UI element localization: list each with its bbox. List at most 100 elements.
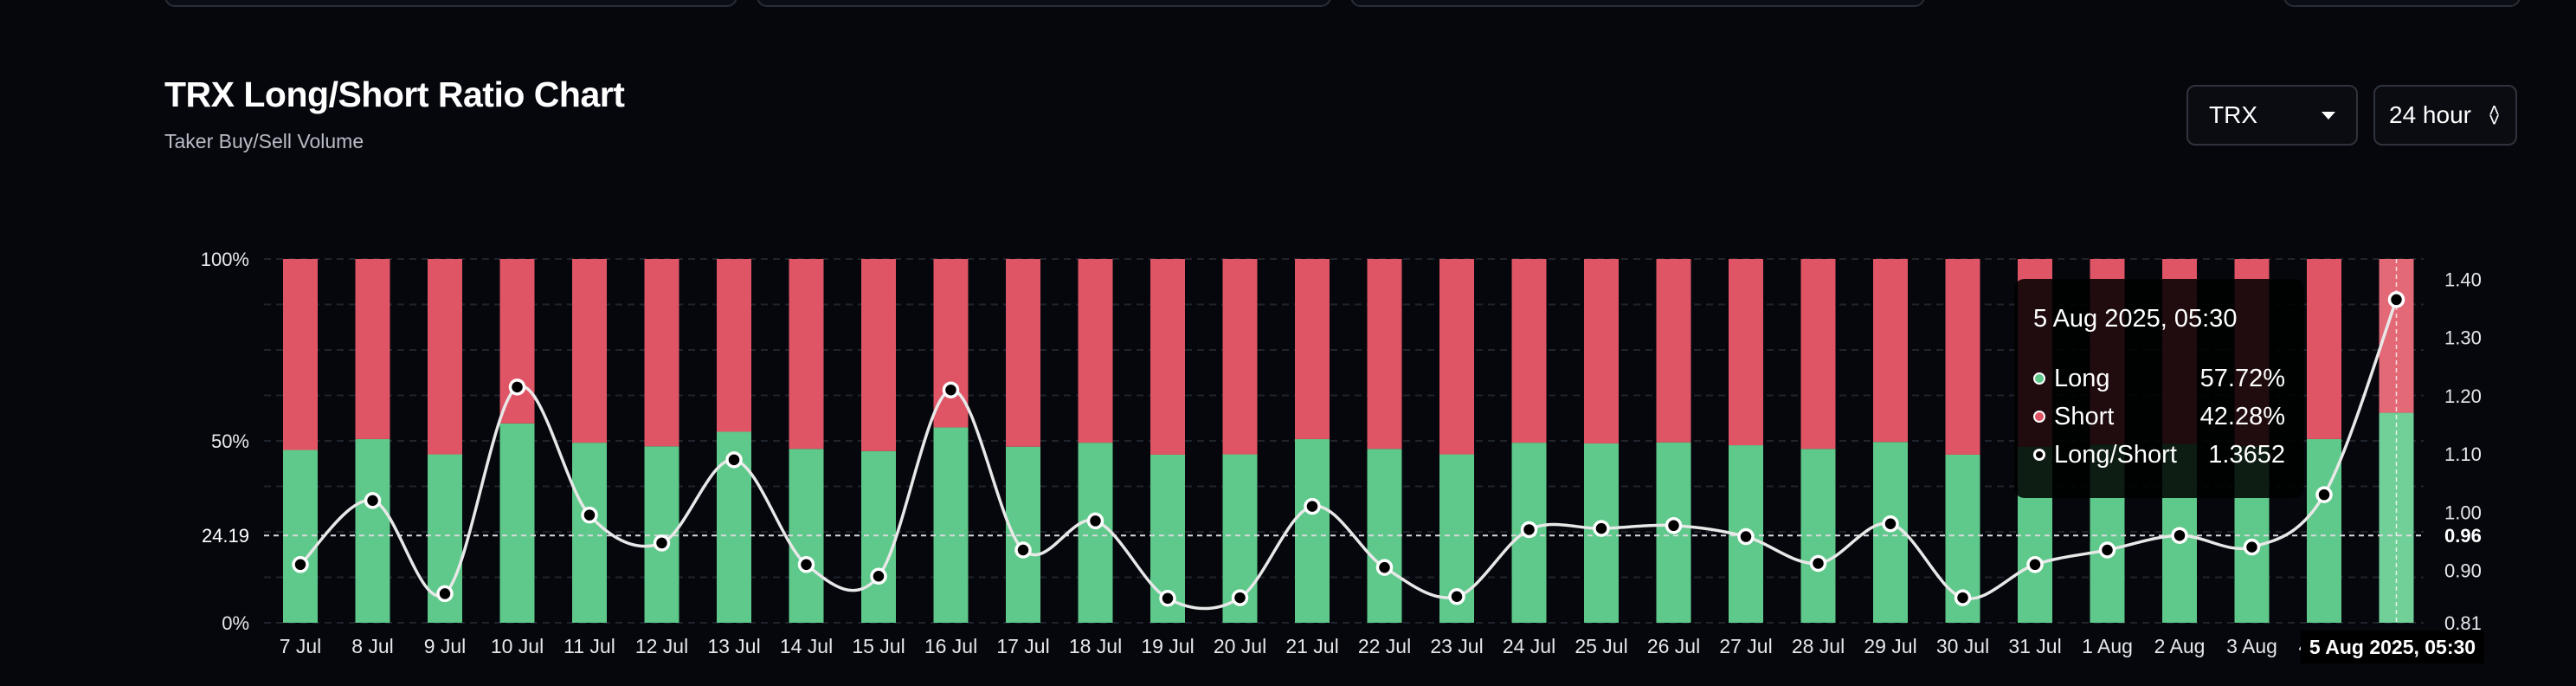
ratio-point — [2315, 486, 2333, 503]
ratio-point — [2171, 527, 2188, 544]
interval-select-value: 24 hour — [2389, 101, 2471, 128]
x-tick-label: 21 Jul — [1285, 635, 1338, 657]
long-bar — [499, 423, 535, 623]
ratio-point — [797, 556, 815, 573]
short-bar — [789, 259, 824, 450]
short-bar — [1367, 259, 1402, 450]
x-tick-label: 17 Jul — [996, 635, 1049, 657]
short-bar — [1873, 259, 1908, 443]
short-bar — [1511, 259, 1547, 443]
short-bar — [499, 259, 535, 424]
tooltip-value: 42.28% — [2199, 402, 2285, 430]
y-right-tick-label: 1.30 — [2444, 327, 2482, 349]
long-bar — [572, 443, 607, 623]
tooltip-row-short: Short 42.28% — [2033, 398, 2285, 436]
x-tick-label: 19 Jul — [1141, 635, 1194, 657]
short-bar — [428, 259, 462, 455]
x-tick-label: 16 Jul — [924, 635, 977, 657]
interval-select[interactable]: 24 hour ˄ ˅ — [2373, 85, 2517, 146]
x-tick-label: 26 Jul — [1647, 635, 1700, 657]
short-bar — [1800, 259, 1836, 450]
x-tick-label: 7 Jul — [280, 635, 322, 657]
ratio-point — [1737, 527, 1755, 546]
coin-select-value: TRX — [2209, 101, 2257, 128]
ratio-point — [942, 381, 960, 398]
long-bar — [1078, 443, 1113, 623]
short-bar — [1656, 259, 1691, 443]
ratio-point — [2026, 556, 2044, 573]
ratio-point — [1014, 541, 1032, 559]
short-bar — [355, 259, 390, 439]
short-bar — [1078, 259, 1113, 443]
x-tick-label: 20 Jul — [1214, 635, 1266, 657]
x-tick-label: 11 Jul — [564, 635, 615, 657]
x-tick-label: 14 Jul — [780, 635, 833, 657]
long-bar — [933, 427, 969, 623]
x-tick-label: 9 Jul — [424, 635, 467, 657]
ratio-point — [1520, 521, 1538, 539]
short-bar — [1945, 259, 1980, 455]
tooltip-date: 5 Aug 2025, 05:30 — [2033, 305, 2238, 333]
x-tick-label: 2 Aug — [2154, 635, 2206, 657]
y-left-tick-label: 0% — [222, 612, 249, 634]
ratio-point — [1086, 512, 1104, 530]
y-right-tick-label: 1.40 — [2444, 269, 2482, 291]
short-bar — [1584, 259, 1619, 443]
ratio-point — [581, 506, 598, 524]
y-left-tick-label: 50% — [211, 430, 249, 452]
ratio-point — [1375, 559, 1394, 576]
ratio-point — [2098, 541, 2116, 559]
hover-x-label: 5 Aug 2025, 05:30 — [2309, 636, 2476, 658]
y-right-tick-label: 0.81 — [2444, 612, 2482, 634]
short-bar — [1150, 259, 1185, 455]
x-tick-label: 13 Jul — [707, 635, 760, 657]
tooltip-label: Short — [2054, 402, 2115, 430]
y-left-tick-label: 100% — [201, 249, 249, 270]
x-tick-label: 18 Jul — [1069, 635, 1122, 657]
ratio-point — [1809, 554, 1827, 573]
tooltip-row-long: Long 57.72% — [2033, 359, 2285, 398]
x-tick-label: 22 Jul — [1358, 635, 1411, 657]
long-bar — [283, 450, 318, 623]
x-tick-label: 25 Jul — [1575, 635, 1627, 657]
tooltip-label: Long/Short — [2054, 440, 2177, 469]
chart-subtitle: Taker Buy/Sell Volume — [164, 130, 364, 152]
x-tick-label: 8 Jul — [351, 635, 394, 657]
tooltip-value: 1.3652 — [2208, 440, 2285, 469]
ratio-point — [1159, 590, 1176, 607]
short-bar — [717, 259, 751, 432]
short-bar — [1295, 259, 1330, 439]
hover-x-label-box — [2301, 631, 2484, 663]
coin-select[interactable]: TRX — [2186, 85, 2358, 146]
y-right-tick-label: 1.10 — [2444, 443, 2482, 465]
x-tick-label: 10 Jul — [491, 635, 544, 657]
x-tick-label: 31 Jul — [2008, 635, 2061, 657]
short-bar — [1729, 259, 1763, 446]
tooltip-value: 57.72% — [2199, 364, 2285, 392]
ratio-legend-dot-icon — [2033, 449, 2045, 461]
ratio-point — [1665, 517, 1683, 534]
long-bar — [1295, 438, 1330, 623]
ratio-point — [1593, 520, 1610, 537]
ratio-point — [508, 379, 526, 396]
ratio-point — [725, 451, 743, 469]
chevron-down-icon — [2322, 111, 2335, 120]
x-tick-label: 1 Aug — [2082, 635, 2133, 657]
ratio-point — [436, 585, 454, 603]
ratio-point — [653, 534, 671, 552]
short-bar — [2307, 259, 2341, 439]
short-bar — [283, 259, 318, 450]
current-right-value: 0.96 — [2444, 525, 2482, 547]
ratio-point — [364, 492, 382, 509]
long-bar — [861, 450, 896, 623]
y-right-tick-label: 1.20 — [2444, 385, 2482, 407]
tooltip-row-ratio: Long/Short 1.3652 — [2033, 436, 2285, 474]
chart-title: TRX Long/Short Ratio Chart — [164, 74, 625, 114]
ratio-point — [2387, 291, 2405, 308]
chart-tooltip: 5 Aug 2025, 05:30 Long 57.72% Short 42.2… — [2014, 279, 2304, 498]
x-tick-label: 15 Jul — [852, 635, 905, 657]
y-right-tick-label: 0.90 — [2444, 560, 2482, 582]
long-legend-dot-icon — [2033, 372, 2045, 385]
x-tick-label: 12 Jul — [635, 635, 688, 657]
